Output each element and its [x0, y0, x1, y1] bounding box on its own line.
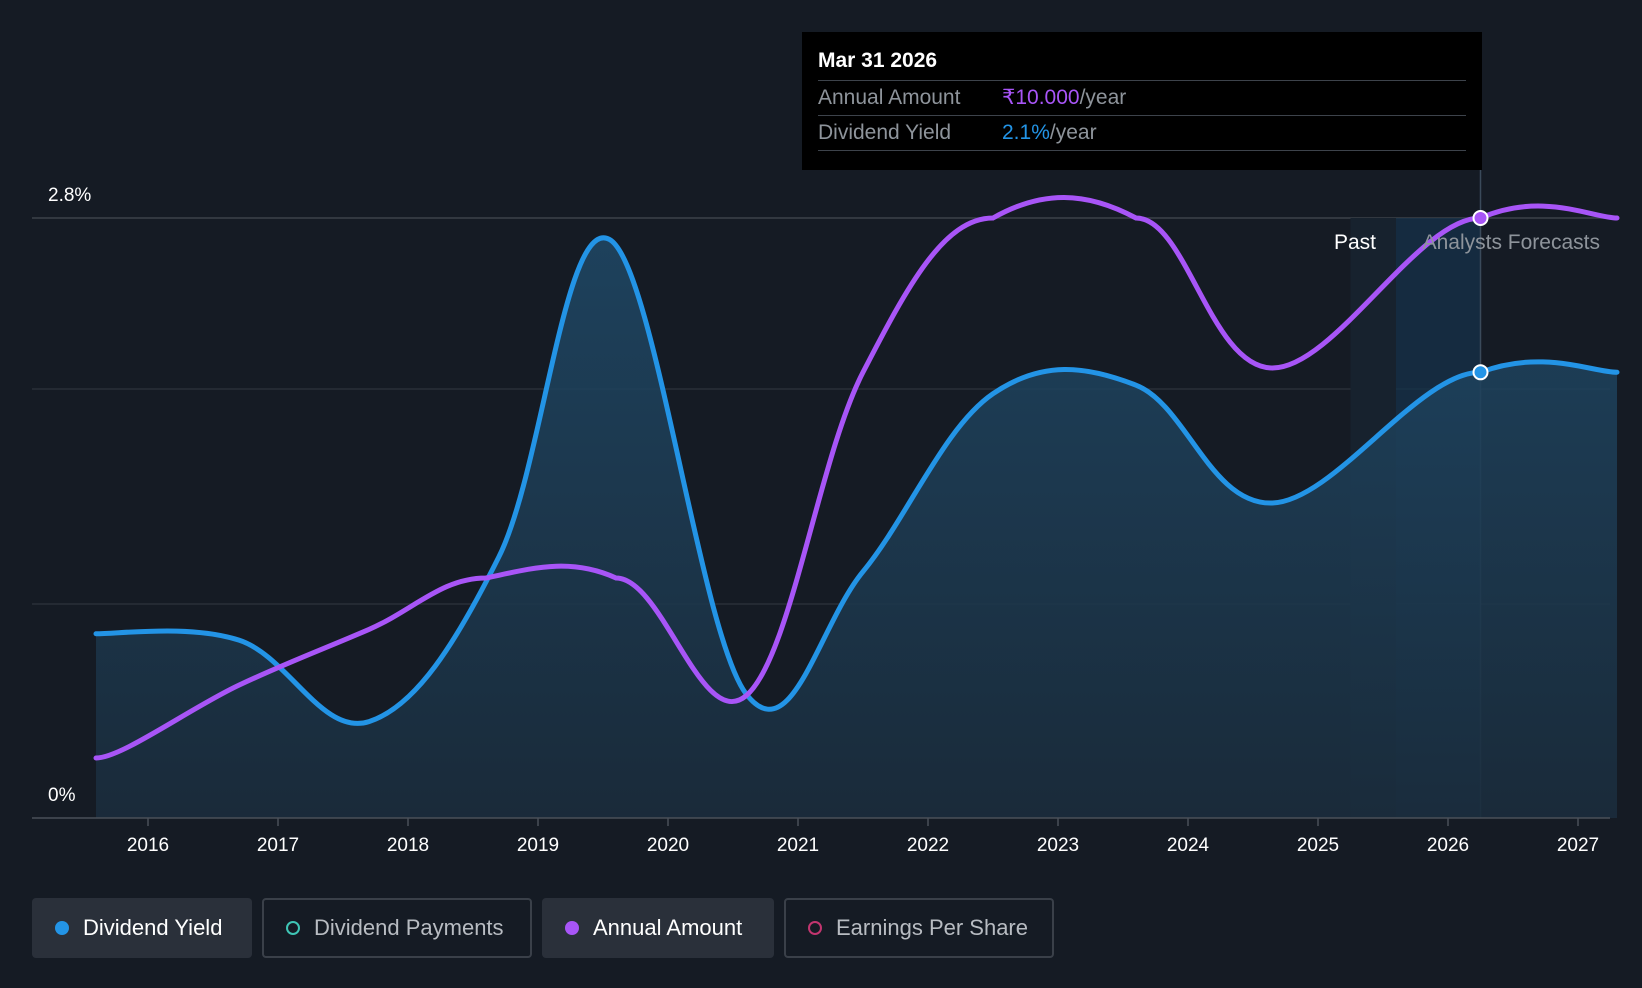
tooltip-unit: /year [1049, 121, 1097, 144]
legend-annual-amount[interactable]: Annual Amount [542, 898, 774, 958]
legend-label: Earnings Per Share [836, 915, 1028, 940]
x-tick-label: 2020 [647, 835, 689, 856]
series-areas [96, 237, 1617, 818]
tooltip-row-dividend-yield: Dividend Yield 2.1% /year [818, 116, 1466, 151]
tooltip-value: ₹10.000 [1002, 86, 1080, 109]
tooltip-label: Annual Amount [818, 86, 961, 109]
highlight-markers [1472, 210, 1489, 381]
hollow-dot-icon [286, 921, 300, 935]
x-tick-label: 2027 [1557, 835, 1599, 856]
tooltip-value: 2.1% [1002, 121, 1050, 144]
x-tick-label: 2026 [1427, 835, 1469, 856]
hollow-dot-icon [808, 921, 822, 935]
y-tick-label-min: 0% [48, 785, 76, 806]
legend-dividend-yield[interactable]: Dividend Yield [32, 898, 252, 958]
chart-legend: Dividend Yield Dividend Payments Annual … [32, 898, 1054, 958]
series-lines [93, 195, 1620, 761]
x-tick-label: 2017 [257, 835, 299, 856]
filled-dot-icon [565, 921, 579, 935]
chart-tooltip: Mar 31 2026 Annual Amount ₹10.000 /year … [802, 32, 1482, 170]
x-tick-label: 2021 [777, 835, 819, 856]
legend-dividend-payments[interactable]: Dividend Payments [262, 898, 532, 958]
x-tick-label: 2016 [127, 835, 169, 856]
x-tick-label: 2023 [1037, 835, 1079, 856]
annual-amount-line [93, 195, 1620, 761]
tooltip-date: Mar 31 2026 [818, 46, 1466, 81]
filled-dot-icon [55, 921, 69, 935]
tooltip-label: Dividend Yield [818, 121, 952, 144]
x-tick-label: 2024 [1167, 835, 1210, 856]
legend-label: Annual Amount [593, 915, 743, 940]
dividend-yield-area [96, 237, 1617, 818]
y-tick-label-max: 2.8% [48, 185, 91, 206]
x-tick-label: 2025 [1297, 835, 1339, 856]
tooltip-row-annual-amount: Annual Amount ₹10.000 /year [818, 81, 1466, 116]
past-label: Past [1334, 231, 1376, 254]
dividend-yield-marker [1472, 364, 1489, 381]
forecast-label: Analysts Forecasts [1423, 231, 1600, 254]
x-axis: 2016 2017 2018 2019 2020 2021 2022 2023 2024 2025… [32, 817, 1610, 856]
x-tick-label: 2018 [387, 835, 429, 856]
legend-earnings-per-share[interactable]: Earnings Per Share [784, 898, 1054, 958]
x-tick-label: 2022 [907, 835, 949, 856]
x-tick-label: 2019 [517, 835, 559, 856]
legend-label: Dividend Payments [314, 915, 504, 940]
annual-amount-marker [1472, 210, 1489, 226]
tooltip-unit: /year [1079, 86, 1127, 109]
dividend-yield-line [93, 235, 1620, 726]
legend-label: Dividend Yield [83, 915, 223, 940]
